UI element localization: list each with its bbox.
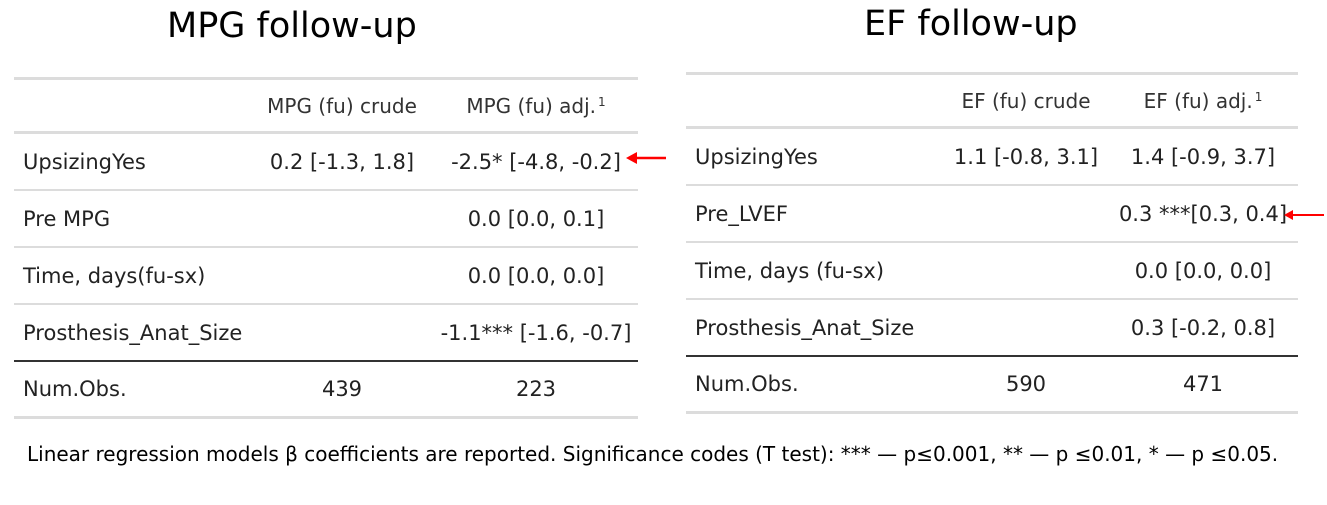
adjusted-value: 0.3 [-0.2, 0.8]	[1130, 315, 1276, 340]
table-row: Prosthesis_Anat_Size -1.1*** [-1.6, -0.7…	[14, 305, 638, 362]
footnote-marker: 1	[1254, 89, 1263, 104]
left-arrow-icon	[1284, 210, 1324, 220]
crude-value	[250, 248, 434, 303]
adjusted-value: 223	[515, 377, 557, 401]
footnote-marker: 1	[598, 94, 606, 109]
table-row: UpsizingYes 1.1 [-0.8, 3.1] 1.4 [-0.9, 3…	[686, 129, 1298, 186]
adjusted-value: -2.5* [-4.8, -0.2]	[451, 149, 621, 174]
adjusted-value: 0.0 [0.0, 0.0]	[467, 263, 605, 288]
crude-value	[940, 186, 1112, 241]
adjusted-value: 0.0 [0.0, 0.1]	[467, 206, 605, 231]
column-header-adjusted: MPG (fu) adj. 1	[442, 80, 630, 131]
mpg-regression-table: MPG (fu) crude MPG (fu) adj. 1 UpsizingYe…	[14, 77, 638, 419]
table-row: Pre_LVEF 0.3 ***[0.3, 0.4]	[686, 186, 1298, 243]
ef-regression-table: EF (fu) crude EF (fu) adj. 1 UpsizingYes …	[686, 72, 1298, 414]
table-row: Time, days (fu-sx) 0.0 [0.0, 0.0]	[686, 243, 1298, 300]
row-label: Time, days(fu-sx)	[23, 263, 206, 288]
left-arrow-icon	[626, 152, 666, 164]
row-label: Prosthesis_Anat_Size	[23, 320, 243, 345]
row-label: Num.Obs.	[23, 377, 127, 401]
adjusted-value: -1.1*** [-1.6, -0.7]	[440, 320, 632, 345]
row-label: Time, days (fu-sx)	[695, 258, 885, 283]
crude-value	[250, 191, 434, 246]
crude-value: 439	[321, 377, 363, 401]
crude-value	[250, 305, 434, 360]
column-header-crude: MPG (fu) crude	[267, 93, 417, 118]
row-label: Num.Obs.	[695, 372, 799, 396]
column-header-adjusted-label: EF (fu) adj.	[1143, 88, 1253, 113]
table-row: Prosthesis_Anat_Size 0.3 [-0.2, 0.8]	[686, 300, 1298, 357]
column-header-adjusted-label: MPG (fu) adj.	[466, 93, 597, 118]
column-header-crude: EF (fu) crude	[961, 88, 1091, 113]
ef-table-title: EF follow-up	[864, 4, 1078, 44]
crude-value: 590	[1005, 372, 1047, 396]
column-header-adjusted: EF (fu) adj. 1	[1116, 75, 1290, 126]
table-row: Time, days(fu-sx) 0.0 [0.0, 0.0]	[14, 248, 638, 305]
table-header-row: EF (fu) crude EF (fu) adj. 1	[686, 72, 1298, 129]
adjusted-value: 0.3 ***[0.3, 0.4]	[1118, 201, 1288, 226]
crude-value	[940, 300, 1112, 355]
adjusted-value: 471	[1182, 372, 1224, 396]
row-label: Prosthesis_Anat_Size	[695, 315, 915, 340]
num-obs-row: Num.Obs. 439 223	[14, 362, 638, 419]
table-row: Pre MPG 0.0 [0.0, 0.1]	[14, 191, 638, 248]
row-label: Pre MPG	[23, 206, 111, 231]
crude-value: 1.1 [-0.8, 3.1]	[953, 144, 1099, 169]
mpg-table-title: MPG follow-up	[167, 6, 417, 46]
row-label: UpsizingYes	[695, 144, 818, 169]
row-label: UpsizingYes	[23, 149, 146, 174]
adjusted-value: 1.4 [-0.9, 3.7]	[1130, 144, 1276, 169]
adjusted-value: 0.0 [0.0, 0.0]	[1134, 258, 1272, 283]
row-label: Pre_LVEF	[695, 201, 788, 226]
crude-value: 0.2 [-1.3, 1.8]	[269, 149, 415, 174]
crude-value	[940, 243, 1112, 298]
footnote-text: Linear regression models β coefficients …	[27, 442, 1279, 466]
table-header-row: MPG (fu) crude MPG (fu) adj. 1	[14, 77, 638, 134]
table-row: UpsizingYes 0.2 [-1.3, 1.8] -2.5* [-4.8,…	[14, 134, 638, 191]
num-obs-row: Num.Obs. 590 471	[686, 357, 1298, 414]
